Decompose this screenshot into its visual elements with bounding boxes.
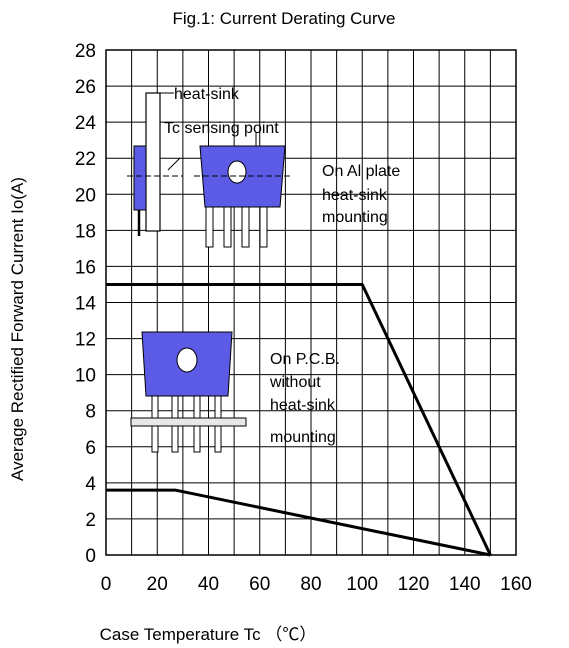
y-tick-label: 12 <box>75 330 96 351</box>
plot-frame <box>105 49 517 556</box>
annotation-pcb-2: without <box>269 374 321 391</box>
x-tick-label: 20 <box>147 574 168 595</box>
y-tick-label: 4 <box>85 474 96 495</box>
x-axis-label: Case Temperature Tc （℃） <box>100 625 317 644</box>
x-tick-label: 40 <box>198 574 219 595</box>
annotation-pcb-1: On P.C.B. <box>270 351 340 368</box>
x-tick-label: 0 <box>101 574 112 595</box>
y-tick-label: 22 <box>75 149 96 170</box>
y-axis-label: Average Rectified Forward Current Io(A) <box>8 177 27 481</box>
x-tick-label: 160 <box>500 574 532 595</box>
component-illustrations <box>127 92 292 453</box>
pcb-bridge-icon <box>130 331 247 453</box>
annotations: heat-sink Tc sensing point On Al plate h… <box>164 86 400 446</box>
x-tick-label: 140 <box>449 574 481 595</box>
annotation-heat-sink: heat-sink <box>174 86 240 103</box>
y-tick-label: 28 <box>75 41 96 62</box>
chart-title: Fig.1: Current Derating Curve <box>173 9 396 28</box>
x-tick-label: 100 <box>346 574 378 595</box>
annotation-al-plate-2: heat-sink <box>322 187 388 204</box>
series-line-1 <box>106 282 492 556</box>
y-tick-label: 6 <box>85 438 96 459</box>
y-tick-label: 18 <box>75 221 96 242</box>
y-tick-label: 20 <box>75 185 96 206</box>
series-lines <box>106 282 492 557</box>
side-view-bridge-icon <box>127 92 183 236</box>
annotation-tc-sensing-point: Tc sensing point <box>164 120 279 137</box>
y-tick-label: 16 <box>75 257 96 278</box>
y-tick-label: 24 <box>75 113 97 134</box>
y-tick-label: 26 <box>75 77 96 98</box>
annotation-pcb-4: mounting <box>270 429 336 446</box>
series-line-2 <box>106 488 491 557</box>
x-tick-label: 60 <box>249 574 270 595</box>
front-view-bridge-icon <box>194 132 292 248</box>
y-tick-label: 10 <box>75 366 96 387</box>
y-tick-label: 14 <box>75 294 97 315</box>
annotation-al-plate-3: mounting <box>322 209 388 226</box>
y-tick-label: 8 <box>85 402 96 423</box>
x-tick-label: 80 <box>300 574 321 595</box>
annotation-al-plate-1: On Al plate <box>322 163 400 180</box>
annotation-pcb-3: heat-sink <box>270 397 336 414</box>
y-tick-label: 2 <box>85 510 96 531</box>
y-tick-label: 0 <box>85 546 96 567</box>
x-tick-label: 120 <box>398 574 430 595</box>
